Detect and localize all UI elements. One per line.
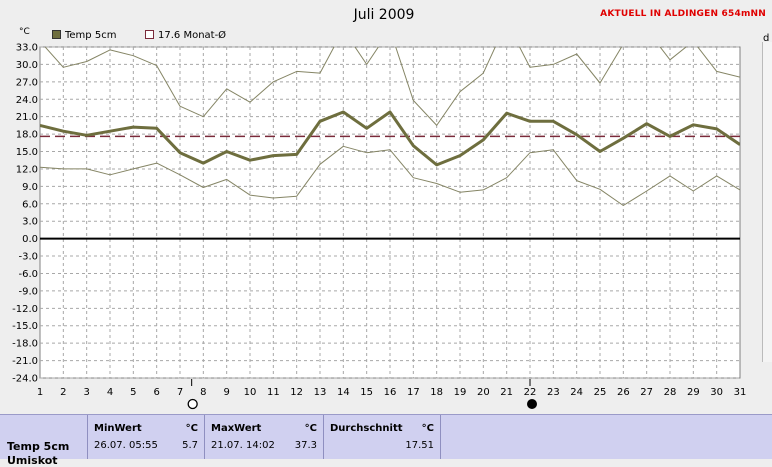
x-tick-label: 19 [454, 387, 467, 398]
min-date: 26.07. 05:55 [94, 440, 158, 451]
min-value: 5.7 [182, 440, 198, 451]
x-tick-label: 30 [710, 387, 723, 398]
x-tick-label: 18 [430, 387, 443, 398]
x-tick-label: 27 [640, 387, 653, 398]
x-tick-label: 5 [130, 387, 136, 398]
average-value: 17.51 [405, 440, 434, 451]
temperature-chart: 33.030.027.024.021.018.015.012.09.06.03.… [12, 43, 747, 410]
x-tick-label: 25 [594, 387, 607, 398]
y-tick-label: 9.0 [22, 182, 38, 193]
x-tick-label: 29 [687, 387, 700, 398]
x-tick-label: 16 [384, 387, 397, 398]
min-value-cell: MinWert °C 26.07. 05:55 5.7 [88, 415, 205, 459]
x-tick-label: 6 [153, 387, 159, 398]
average-header: Durchschnitt [330, 423, 403, 434]
max-value: 37.3 [294, 440, 317, 451]
stats-row-label: Temp 5cm [7, 440, 70, 453]
stats-panel: Temp 5cm Umiskot MinWert °C 26.07. 05:55… [0, 414, 772, 467]
grid [40, 46, 740, 379]
x-tick-label: 3 [83, 387, 89, 398]
average-unit: °C [421, 423, 434, 434]
y-tick-label: 24.0 [16, 95, 38, 106]
x-tick-label: 24 [570, 387, 583, 398]
legend-swatch-monthly-average [145, 30, 154, 39]
min-unit: °C [185, 423, 198, 434]
x-tick-label: 2 [60, 387, 66, 398]
x-tick-label: 13 [314, 387, 327, 398]
x-tick-label: 17 [407, 387, 420, 398]
series-min-line [40, 145, 740, 206]
average-value-cell: Durchschnitt °C 17.51 [324, 415, 441, 459]
series-max-line [44, 47, 740, 126]
x-tick-label: 10 [244, 387, 257, 398]
y-tick-label: 33.0 [16, 43, 38, 54]
x-tick-label: 12 [290, 387, 303, 398]
series-mean-line [40, 110, 740, 167]
y-axis-labels: 33.0 30.0 27.0 24.0 21.0 18.0 15.0 12.0 9.0 6.0 3.… [12, 43, 38, 385]
x-tick-label: 8 [200, 387, 206, 398]
full-moon-icon [187, 398, 198, 410]
stats-row-label-2: Umiskot [7, 454, 58, 467]
x-tick-label: 14 [337, 387, 350, 398]
x-tick-label: 21 [500, 387, 513, 398]
y-tick-label: 15.0 [16, 147, 38, 158]
stats-row-label-cell: Temp 5cm Umiskot [0, 415, 88, 467]
y-tick-label: 18.0 [16, 130, 38, 141]
y-tick-label: -21.0 [12, 356, 38, 367]
y-tick-label: 12.0 [16, 164, 38, 175]
legend-item-monthly-average[interactable]: 17.6 Monat-Ø [145, 30, 226, 41]
x-tick-label: 28 [664, 387, 677, 398]
max-date: 21.07. 14:02 [211, 440, 275, 451]
legend-label-monthly-average: 17.6 Monat-Ø [158, 30, 227, 41]
y-tick-label: -24.0 [12, 374, 38, 385]
y-tick-label: -6.0 [18, 269, 38, 280]
min-header: MinWert [94, 423, 142, 434]
x-tick-label: 15 [360, 387, 373, 398]
y-tick-label: 30.0 [16, 60, 38, 71]
x-tick-label: 11 [267, 387, 280, 398]
y-tick-label: 6.0 [22, 199, 38, 210]
y-axis-unit: °C [19, 27, 30, 37]
location-label: AKTUELL IN ALDINGEN 654mNN [600, 9, 766, 19]
right-scroll-strip[interactable] [762, 42, 772, 362]
max-header: MaxWert [211, 423, 262, 434]
legend-label-temp: Temp 5cm [65, 30, 117, 41]
right-axis-unit: d [763, 33, 770, 44]
max-unit: °C [304, 423, 317, 434]
x-tick-label: 7 [177, 387, 183, 398]
moon-markers [187, 379, 537, 410]
legend-item-temp[interactable]: Temp 5cm [52, 30, 116, 41]
x-tick-label: 22 [524, 387, 537, 398]
series-lines [40, 47, 740, 206]
y-tick-label: -9.0 [18, 286, 38, 297]
x-tick-label: 9 [223, 387, 229, 398]
y-tick-label: 0.0 [22, 234, 38, 245]
y-tick-label: 27.0 [16, 77, 38, 88]
y-tick-label: 3.0 [22, 217, 38, 228]
chart-title: Juli 2009 [353, 7, 415, 23]
x-tick-label: 4 [107, 387, 113, 398]
new-moon-icon [527, 399, 537, 409]
max-value-cell: MaxWert °C 21.07. 14:02 37.3 [205, 415, 324, 459]
x-axis-labels: 1 2 3 4 5 6 7 8 9 10 11 12 13 14 15 16 17 18 19 20 21 22 23 24 2… [37, 387, 747, 398]
x-tick-label: 20 [477, 387, 490, 398]
legend-swatch-temp [52, 30, 61, 39]
y-tick-label: -18.0 [12, 339, 38, 350]
x-tick-label: 23 [547, 387, 560, 398]
x-tick-label: 1 [37, 387, 43, 398]
y-tick-label: -12.0 [12, 304, 38, 315]
x-tick-label: 26 [617, 387, 630, 398]
y-tick-label: 21.0 [16, 112, 38, 123]
y-tick-label: -15.0 [12, 321, 38, 332]
x-tick-label: 31 [734, 387, 747, 398]
y-tick-label: -3.0 [18, 252, 38, 263]
